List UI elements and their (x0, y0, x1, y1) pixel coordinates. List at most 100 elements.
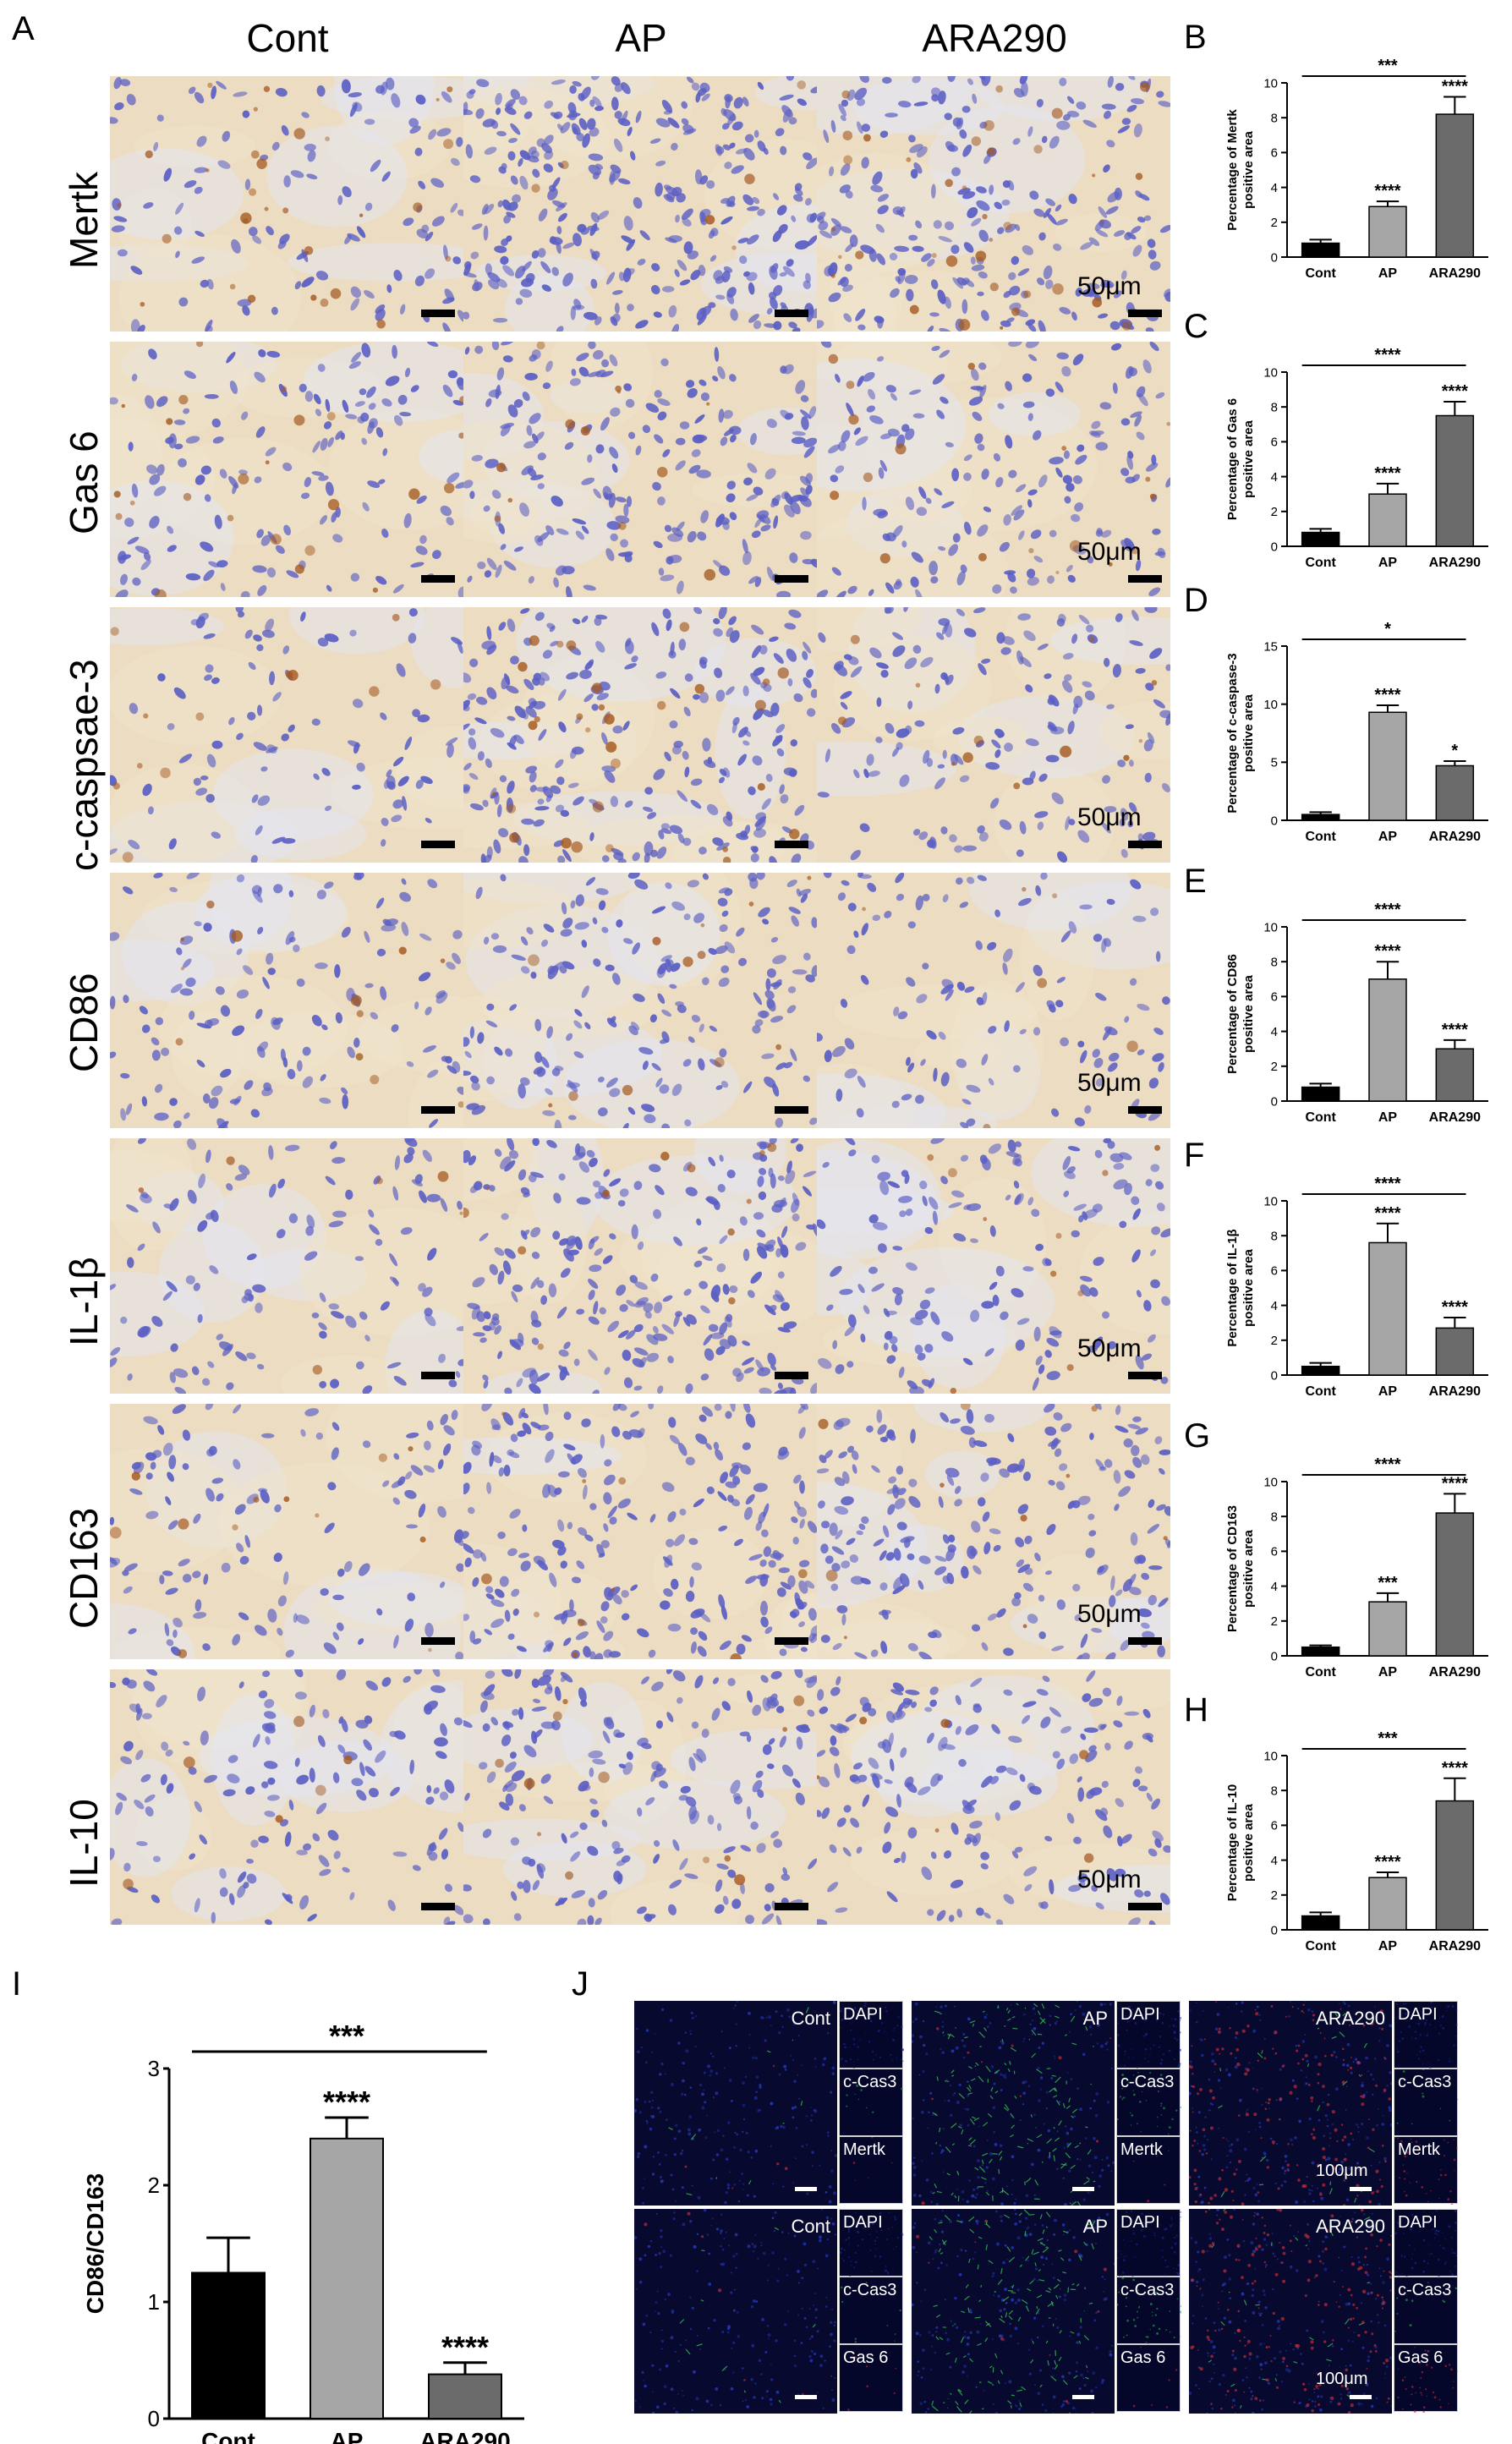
fluorescence-merge-ap-row2: AP (912, 2209, 1115, 2414)
y-tick-label: 6 (1271, 990, 1278, 1005)
histology-image-il-1--ap (463, 1138, 817, 1394)
y-tick-label: 8 (1271, 1784, 1278, 1798)
channel-thumbnail-c-cas3: c-Cas3 (1115, 2277, 1183, 2345)
channel-label: DAPI (843, 2005, 883, 2024)
bar-ara290 (428, 2373, 502, 2419)
histology-image-mertk-ara290: 50μm (817, 76, 1170, 332)
bar-cont (1301, 1365, 1340, 1376)
column-header-ap: AP (615, 16, 667, 60)
scale-bar (775, 1372, 808, 1379)
y-tick-label: 0 (1271, 814, 1278, 828)
bar-cont (1301, 814, 1340, 821)
histology-image-c-caspsae-3-ap (463, 607, 817, 863)
fluorescence-merge-ap-row1: AP (912, 2001, 1115, 2206)
micrograph (817, 607, 1170, 863)
scale-bar (775, 1106, 808, 1114)
micrograph (817, 342, 1170, 597)
y-tick-label: 8 (1271, 1510, 1278, 1524)
y-tick-label: 6 (1271, 146, 1278, 161)
channel-label: c-Cas3 (1120, 2073, 1175, 2091)
y-tick-label: 0 (1271, 250, 1278, 265)
bar-cont (1301, 531, 1340, 547)
y-tick-label: 4 (1271, 1580, 1278, 1594)
y-tick-label: 15 (1263, 639, 1278, 654)
significance-label: **** (1442, 1759, 1468, 1778)
panel-letter-g: G (1184, 1417, 1211, 1455)
row-label-cd86: CD86 (62, 973, 106, 1072)
significance-label: **** (441, 2330, 489, 2365)
micrograph (463, 1404, 817, 1659)
histology-image-cd163-ap (463, 1404, 817, 1659)
y-tick-label: 3 (148, 2056, 160, 2081)
fluorescence-merge-ara290-row1: ARA290 100μm (1189, 2001, 1392, 2206)
micrograph (463, 76, 817, 332)
category-label: Cont (1305, 1665, 1336, 1680)
channel-label: Mertk (1398, 2140, 1440, 2159)
y-tick-label: 8 (1271, 111, 1278, 125)
histology-image-gas-6-ara290: 50μm (817, 342, 1170, 597)
histology-image-cd163-ara290: 50μm (817, 1404, 1170, 1659)
channel-thumbnail-mertk: Mertk (839, 2136, 903, 2204)
bar-ara290 (1435, 113, 1475, 258)
micrograph (817, 1138, 1170, 1394)
scale-bar (421, 575, 455, 583)
micrograph (463, 1138, 817, 1394)
column-header-cont: Cont (246, 16, 329, 60)
group-label: ARA290 (1316, 2008, 1385, 2029)
fluorescence-merge-ara290-row2: ARA290 100μm (1189, 2209, 1392, 2414)
y-tick-label: 0 (1271, 1094, 1278, 1109)
y-tick-label: 5 (1271, 756, 1278, 770)
y-tick-label: 1 (148, 2289, 160, 2315)
bar-chart-f: 0 2 4 6 8 10 Percentage of IL-1β positive area C… (1225, 1175, 1488, 1399)
scale-bar (421, 841, 455, 848)
scale-bar (775, 1903, 808, 1910)
y-tick-label: 4 (1271, 1299, 1278, 1313)
micrograph (817, 873, 1170, 1128)
scale-bar (775, 575, 808, 583)
y-axis-label: Percentage of c-caspase-3 (1225, 653, 1240, 813)
scale-bar (1128, 1372, 1162, 1379)
channel-thumbnail-dapi: DAPI (1116, 2001, 1182, 2069)
scale-bar (1128, 841, 1162, 848)
y-tick-label: 0 (1271, 1368, 1278, 1383)
histology-image-cd86-ara290: 50μm (817, 873, 1170, 1128)
micrograph (110, 342, 463, 597)
significance-label: **** (1374, 464, 1400, 483)
scale-label: 50μm (1077, 1866, 1142, 1893)
row-label-il1b: IL-1β (62, 1257, 106, 1346)
category-label: AP (1378, 1110, 1398, 1125)
y-tick-label: 10 (1263, 698, 1278, 712)
histology-image-cd86-ap (463, 873, 817, 1128)
significance-label: **** (1374, 686, 1400, 704)
y-tick-label: 2 (1271, 1060, 1278, 1074)
scale-label: 100μm (1316, 2370, 1368, 2388)
scale-label: 50μm (1077, 1600, 1142, 1628)
bracket-label: *** (1378, 57, 1398, 75)
significance-label: **** (1374, 1204, 1400, 1223)
bar-ara290 (1435, 1327, 1475, 1376)
y-axis-label: positive area (1241, 1803, 1256, 1881)
channel-thumbnail-dapi: DAPI (839, 2209, 904, 2277)
micrograph (463, 873, 817, 1128)
channel-label: c-Cas3 (843, 2073, 897, 2091)
category-label: AP (1378, 1665, 1398, 1680)
histology-image-il-1--cont (110, 1138, 463, 1394)
y-tick-label: 6 (1271, 1545, 1278, 1559)
bar-cont (1301, 1086, 1340, 1102)
y-tick-label: 10 (1263, 1475, 1278, 1489)
scale-bar (1128, 310, 1162, 317)
significance-label: **** (323, 2085, 370, 2119)
micrograph (817, 1669, 1170, 1925)
y-tick-label: 0 (1271, 1649, 1278, 1663)
bar-ara290 (1435, 1048, 1475, 1102)
category-label: ARA290 (419, 2428, 510, 2444)
category-label: ARA290 (1429, 556, 1481, 570)
bar-chart-g: 0 2 4 6 8 10 Percentage of CD163 positive area C… (1225, 1455, 1488, 1680)
y-tick-label: 0 (1271, 540, 1278, 554)
y-tick-label: 10 (1263, 920, 1278, 934)
panel-letter-j: J (572, 1965, 589, 2003)
bar-cont (191, 2271, 266, 2419)
y-tick-label: 4 (1271, 470, 1278, 485)
bar-chart-e: 0 2 4 6 8 10 Percentage of CD86 positive area Co… (1225, 901, 1488, 1125)
group-label: AP (1082, 2008, 1108, 2029)
